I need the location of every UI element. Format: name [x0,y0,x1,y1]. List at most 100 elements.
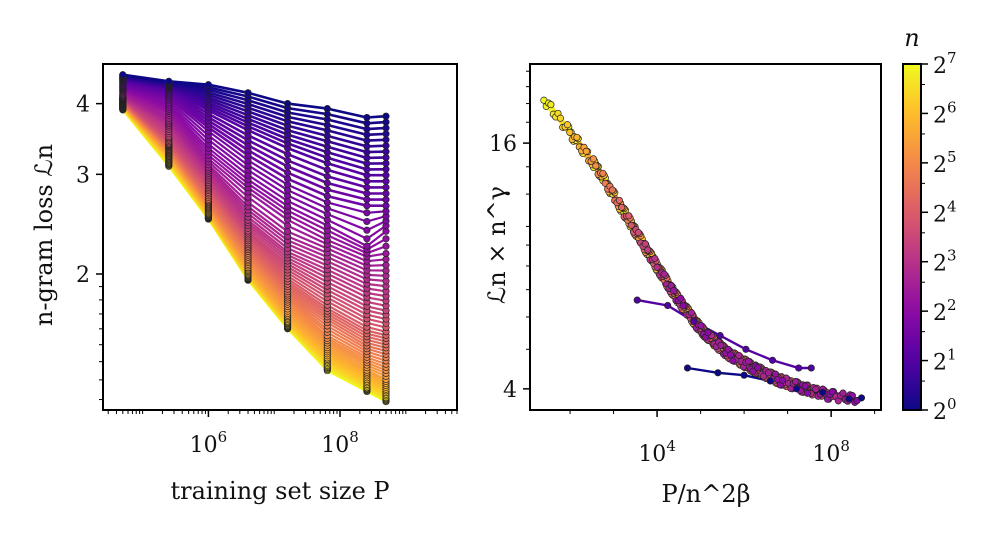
left-data-point [382,165,390,173]
right-series-line [660,271,837,398]
left-ticks: 106 108 4 3 2 [76,93,458,458]
left-plot-frame [102,63,458,411]
right-data-point [735,351,743,359]
right-data-point [717,341,725,349]
left-data-point [284,181,292,189]
right-series-line [670,284,846,401]
left-series-line [122,97,387,307]
colorbar: 20 21 22 23 24 25 26 27 n [902,24,957,425]
right-data-point [807,364,815,372]
colorbar-tick-label: 24 [933,197,957,227]
right-data-point [729,357,737,365]
right-data-point [687,309,695,317]
right-series-line [606,188,782,378]
left-data-point [382,183,390,191]
left-data-point [244,89,252,97]
colorbar-tick-label: 20 [933,395,957,425]
colorbar-tick-label: 21 [933,346,957,376]
right-series-line [618,199,794,390]
left-data-point [323,204,331,212]
left-series-line [122,83,386,201]
left-data-point [323,198,331,206]
right-data-point [828,388,836,396]
left-data-point [323,179,331,187]
right-series-line [641,245,818,391]
right-data-point [556,114,564,122]
left-data-point [363,171,371,179]
right-series-line [644,243,820,397]
left-data-point [382,249,390,258]
left-data-point [323,105,331,113]
right-plot-points [540,96,866,406]
left-data-point [382,196,390,204]
left-data-point [363,177,371,185]
left-data-point [382,153,390,162]
right-data-point [839,389,847,397]
left-data-point [363,196,371,204]
right-data-point [625,212,633,220]
right-data-point [677,294,685,302]
left-panel: 106 108 4 3 2 training set size P n-gram los… [30,63,458,505]
right-data-point [812,385,820,393]
left-data-point [204,81,212,89]
right-plot-frame [529,63,882,411]
right-data-point [740,371,748,379]
left-data-point [284,222,292,230]
left-series-line [122,96,387,293]
left-data-point [363,235,371,243]
left-plot-lines [121,73,387,403]
right-data-point [697,321,705,330]
left-data-point [382,159,390,167]
left-data-point [363,202,371,210]
right-x-tick-label: 108 [812,437,850,467]
right-series-line [665,283,841,397]
right-series-line [615,202,792,382]
right-data-point [651,254,659,263]
left-series-line [122,89,387,255]
left-series-line [122,80,386,183]
right-data-point [766,377,774,385]
right-data-point [653,263,661,271]
left-data-point [284,175,292,183]
right-data-point [608,186,616,194]
right-panel: 104 108 16 4 P/n^2β ℒn × n^γ [483,63,882,508]
colorbar-tick-label: 26 [933,98,957,128]
right-series-line [651,258,827,394]
left-series-line [122,90,387,258]
left-series-line [122,96,387,298]
right-data-point [627,221,635,229]
left-data-point [382,136,390,144]
right-series-line [663,273,839,402]
left-x-axis-label: training set size P [170,477,389,505]
left-series-line [122,97,387,312]
left-data-point [363,189,371,198]
right-data-point [779,376,787,384]
left-y-tick-label: 4 [76,93,90,118]
left-series-line [122,82,386,195]
right-series-line [599,172,775,379]
left-data-point [323,210,331,218]
left-data-point [382,177,390,185]
left-series-line [122,87,387,240]
right-data-point [599,169,607,177]
right-data-point [644,246,652,254]
left-data-point [363,137,371,145]
left-data-point [363,183,371,191]
right-data-point [618,203,626,211]
colorbar-label: n [904,24,919,52]
right-data-point [592,162,600,170]
right-series-line [682,304,858,402]
right-series-line [611,189,788,388]
right-series-line [639,242,816,391]
left-series-line [122,94,387,277]
right-series-line [604,182,780,382]
colorbar-tick-label: 23 [933,247,957,277]
right-data-point [764,369,772,377]
right-series-line [677,299,853,401]
right-series-line [637,231,813,397]
right-data-point [633,296,641,304]
left-data-point [363,125,371,133]
right-x-tick-label: 104 [638,437,676,467]
left-data-point [382,242,390,250]
colorbar-tick-label: 22 [933,296,957,326]
